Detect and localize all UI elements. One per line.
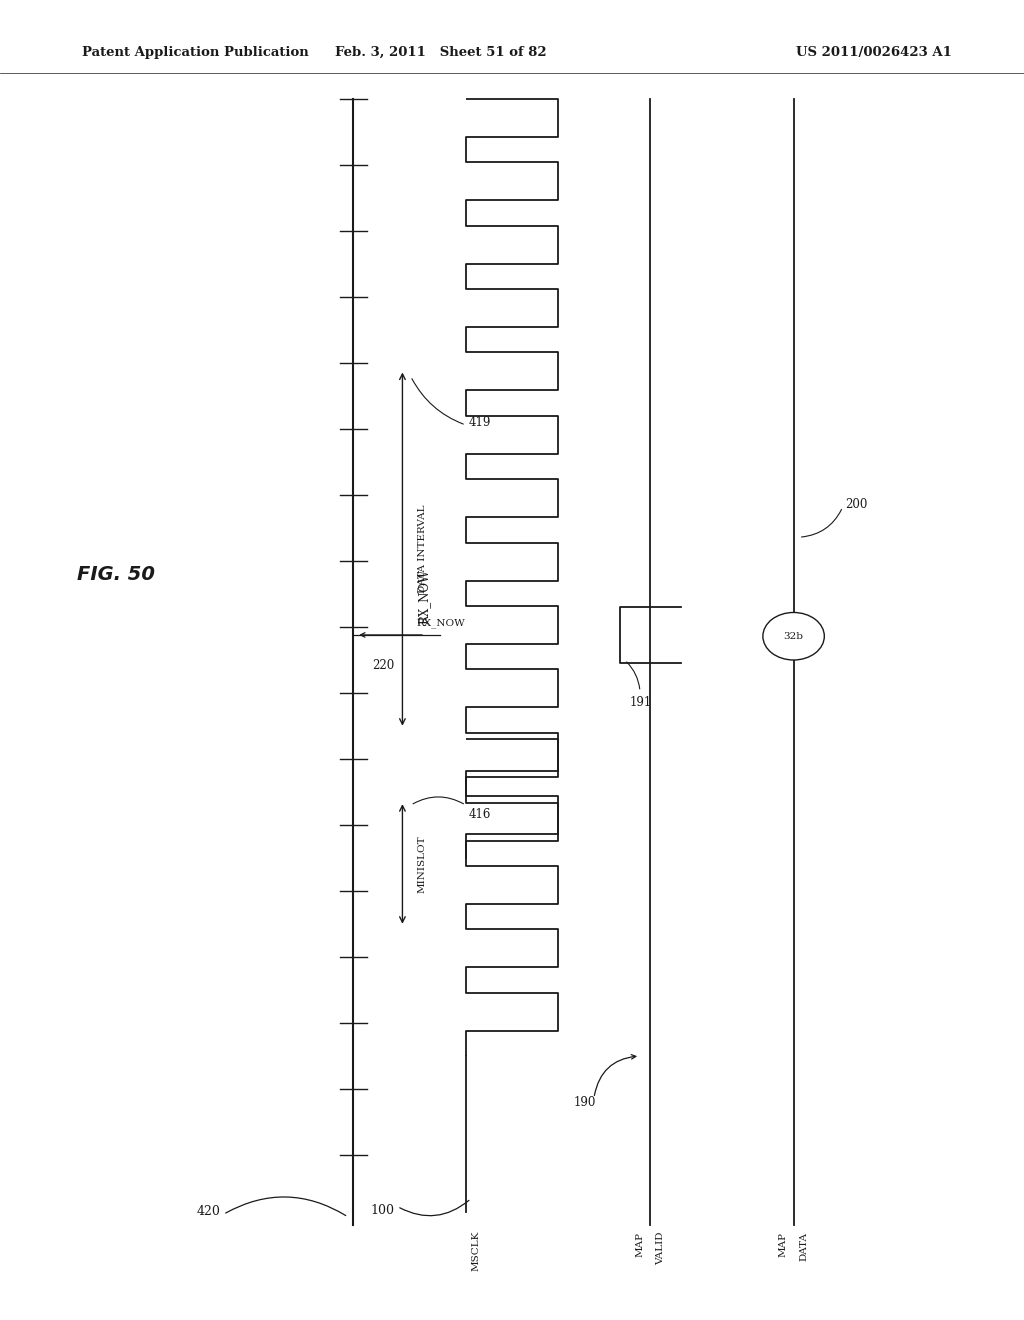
Text: DATA INTERVAL: DATA INTERVAL — [418, 504, 427, 594]
Text: MINISLOT: MINISLOT — [418, 836, 427, 892]
Text: US 2011/0026423 A1: US 2011/0026423 A1 — [797, 46, 952, 59]
Text: MAP: MAP — [636, 1232, 644, 1257]
Text: 100: 100 — [371, 1204, 394, 1217]
Text: MSCLK: MSCLK — [471, 1230, 480, 1271]
Text: 419: 419 — [469, 416, 492, 429]
Text: 420: 420 — [197, 1205, 220, 1218]
Text: Feb. 3, 2011   Sheet 51 of 82: Feb. 3, 2011 Sheet 51 of 82 — [335, 46, 546, 59]
Text: FIG. 50: FIG. 50 — [77, 565, 155, 583]
Text: 416: 416 — [469, 808, 492, 821]
Ellipse shape — [763, 612, 824, 660]
Text: VALID: VALID — [656, 1232, 665, 1265]
Text: 190: 190 — [573, 1096, 596, 1109]
Text: MAP: MAP — [779, 1232, 787, 1257]
Text: DATA: DATA — [800, 1232, 808, 1261]
Text: RX_NOW: RX_NOW — [417, 619, 466, 628]
Text: RX_NOW: RX_NOW — [417, 569, 430, 624]
Text: 32b: 32b — [783, 632, 804, 640]
Text: 191: 191 — [630, 696, 652, 709]
Text: 220: 220 — [372, 659, 394, 672]
Text: 200: 200 — [845, 498, 867, 511]
Text: Patent Application Publication: Patent Application Publication — [82, 46, 308, 59]
